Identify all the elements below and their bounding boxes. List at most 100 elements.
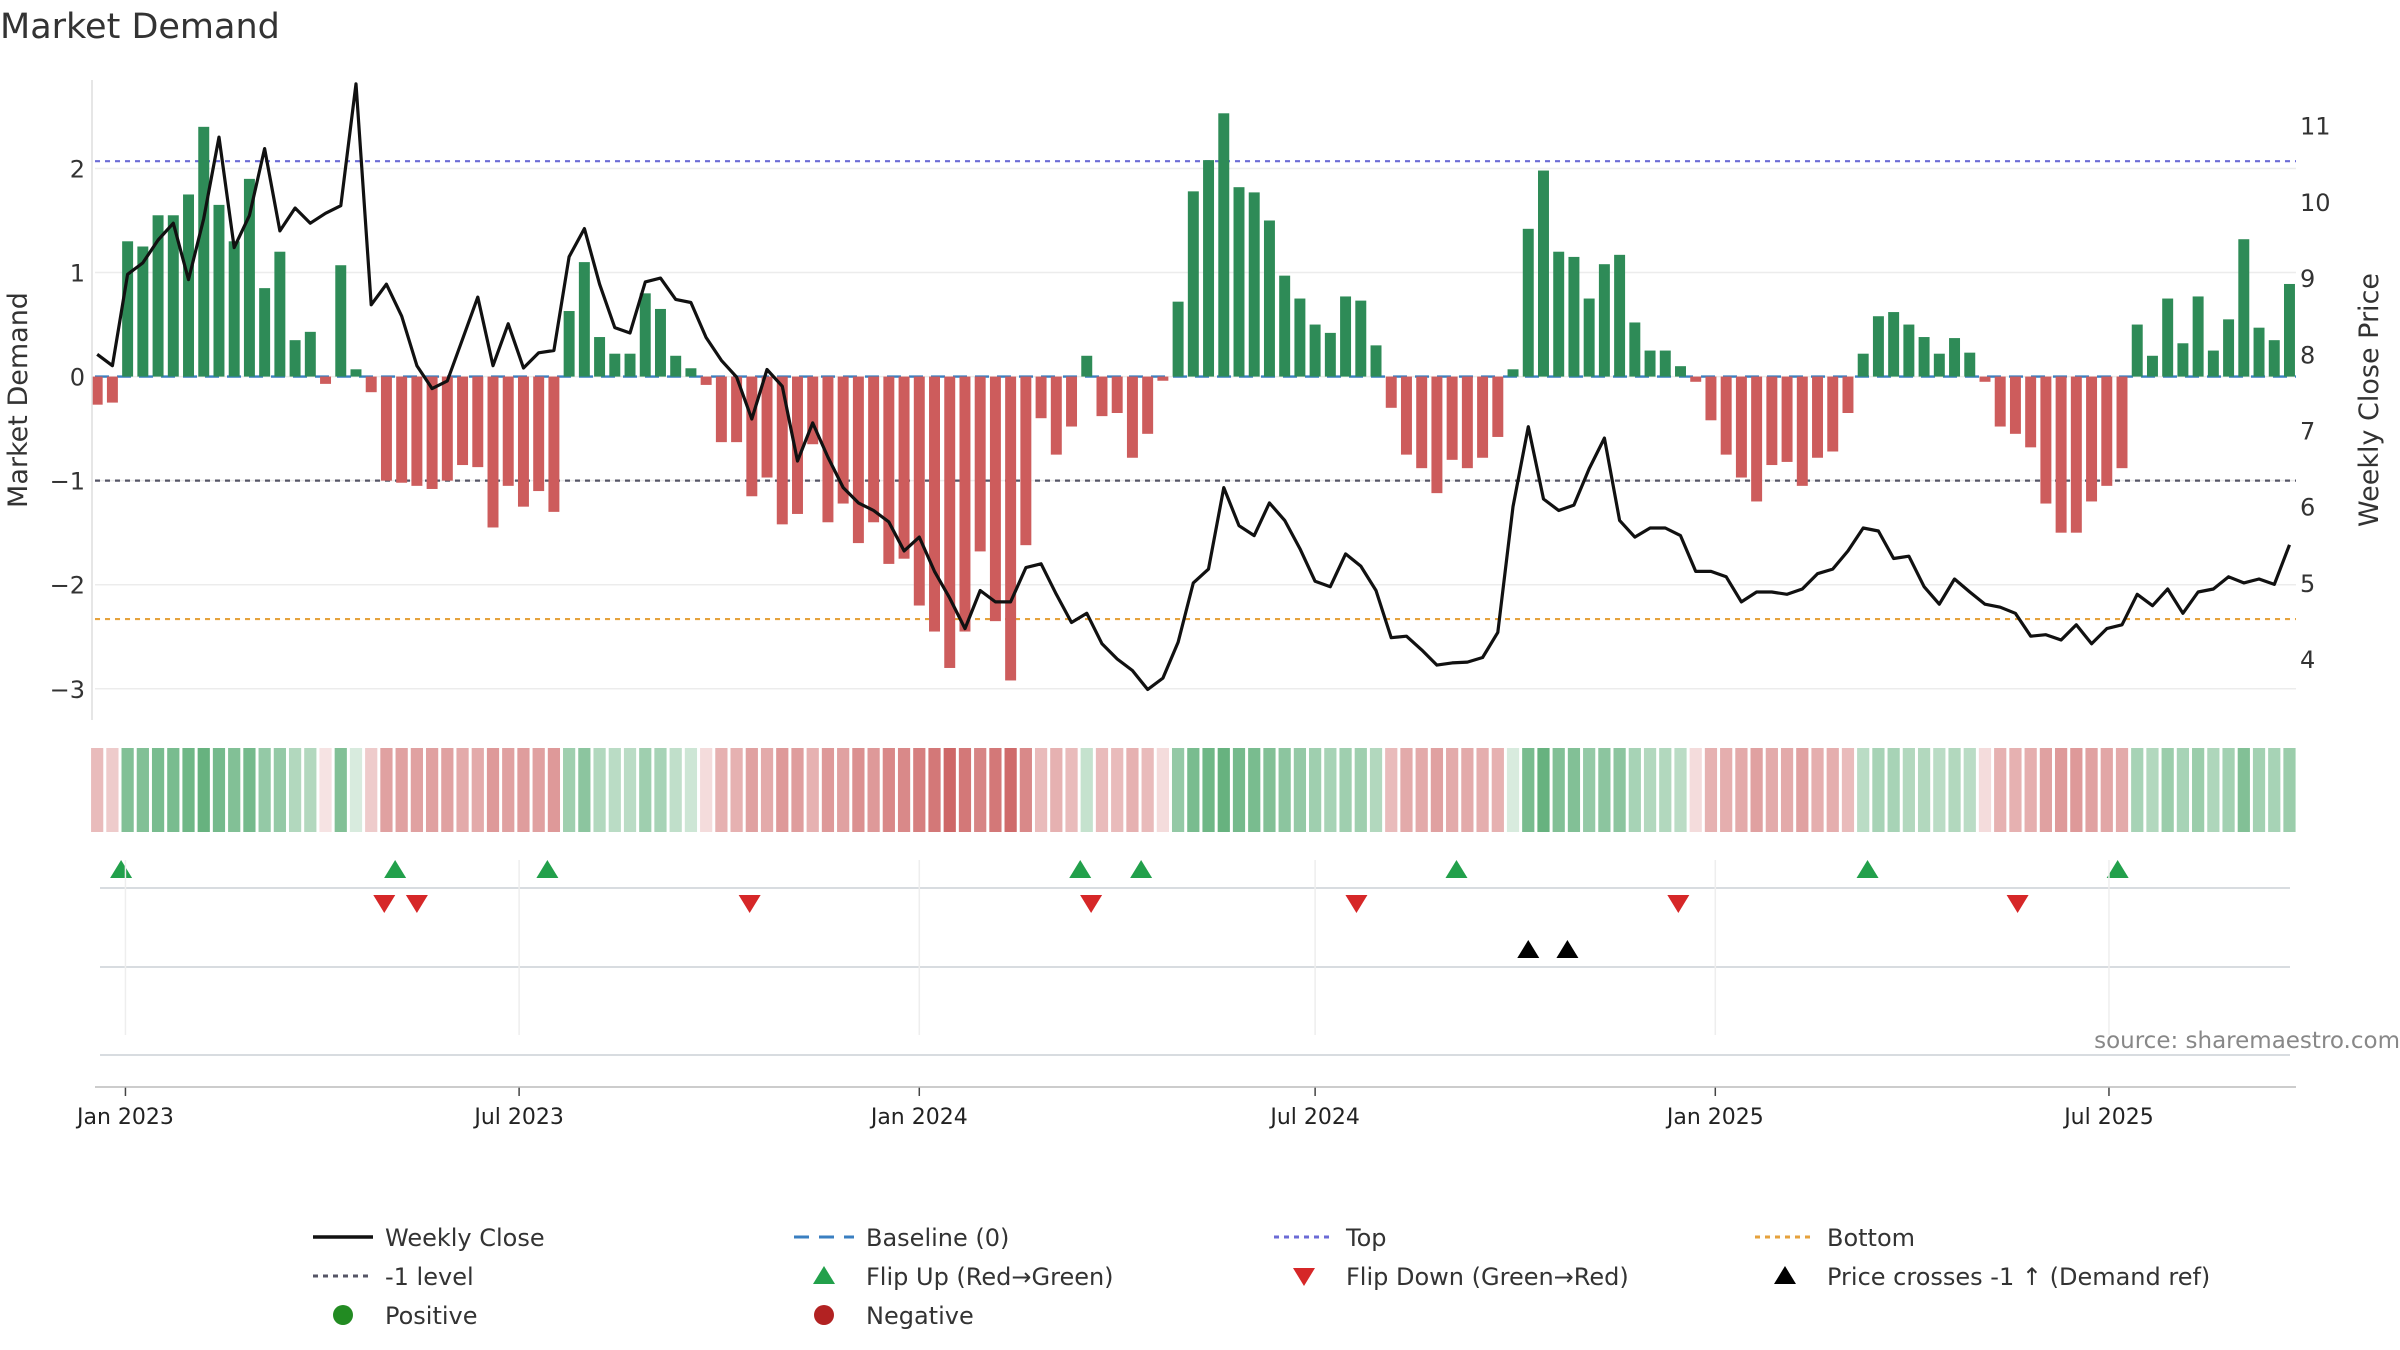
demand-bar (2116, 376, 2128, 469)
strip-cell (1126, 748, 1139, 832)
strip-cell (989, 748, 1002, 832)
demand-bar (974, 376, 986, 552)
strip-cell (684, 748, 698, 832)
strip-cell (1933, 748, 1946, 832)
demand-bar (1248, 192, 1260, 377)
demand-bar (1142, 376, 1154, 434)
demand-bar (1705, 376, 1717, 421)
strip-cell (1354, 748, 1367, 832)
strip-cell (349, 748, 363, 832)
strip-cell (1156, 748, 1169, 832)
legend-label: Weekly Close (385, 1224, 545, 1252)
demand-bar (1583, 298, 1595, 377)
flip-up-marker (1445, 860, 1468, 878)
demand-bar (1918, 337, 1930, 377)
strip-cell (2100, 748, 2113, 832)
strip-cell (2176, 748, 2190, 832)
demand-bar (1050, 376, 1062, 455)
legend-label: Top (1345, 1224, 1387, 1252)
strip-cell (182, 748, 195, 832)
strip-cell (897, 748, 911, 832)
strip-cell (1978, 748, 1992, 832)
demand-bar (2101, 376, 2113, 486)
strip-cell (1369, 748, 1383, 832)
legend-label: Baseline (0) (866, 1224, 1009, 1252)
strip-cell (1232, 748, 1246, 832)
strip-cell (1659, 748, 1672, 832)
x-tick-label: Jul 2025 (2062, 1105, 2154, 1130)
demand-bar (959, 376, 971, 632)
demand-bar (1659, 350, 1671, 377)
price-cross-marker (1517, 940, 1540, 958)
strip-cell (1567, 748, 1581, 832)
demand-bar (1096, 376, 1108, 417)
flip-up-marker (110, 860, 133, 878)
strip-cell (1552, 748, 1565, 832)
legend-item: Positive (333, 1302, 478, 1330)
legend-item: Negative (814, 1302, 974, 1330)
legend: Weekly Close Baseline (0) Top Bottom -1 leve… (313, 1224, 2210, 1330)
y-tick-label: 2 (70, 155, 85, 183)
strip-cell (776, 748, 789, 832)
demand-bar (1796, 376, 1808, 486)
demand-bar (1598, 264, 1610, 377)
strip-cell (380, 748, 393, 832)
strip-cell (151, 748, 165, 832)
demand-bar (1888, 312, 1900, 377)
strip-cell (1841, 748, 1855, 832)
flip-down-marker (405, 895, 428, 913)
strip-cell (304, 748, 317, 832)
demand-bar (304, 331, 316, 377)
strip-cell (136, 748, 149, 832)
strip-cell (1887, 748, 1900, 832)
legend-item: Top (1274, 1224, 1387, 1252)
demand-bar (2283, 283, 2295, 377)
strip-cell (1994, 748, 2007, 832)
chart-title: Market Demand (0, 7, 280, 47)
legend-item: -1 level (313, 1263, 474, 1291)
strip-cell (608, 748, 621, 832)
y2-tick-label: 4 (2300, 646, 2315, 674)
strip-cell (593, 748, 606, 832)
strip-cell (882, 748, 895, 832)
demand-bar (1827, 376, 1839, 452)
strip-cell (1004, 748, 1017, 832)
price-layer (96, 82, 2291, 692)
strip-cell (1248, 748, 1261, 832)
demand-bar (2177, 343, 2189, 377)
y-axis-label: Market Demand (3, 292, 34, 508)
demand-bar (1294, 298, 1306, 377)
strip-cell (1430, 748, 1444, 832)
demand-bar (1446, 376, 1458, 460)
strip-cell (791, 748, 804, 832)
strip-cell (441, 748, 454, 832)
x-tick-label: Jul 2023 (472, 1105, 564, 1130)
flip-down-marker (1667, 895, 1690, 913)
legend-label: -1 level (385, 1263, 474, 1291)
strip-cell (1446, 748, 1459, 832)
legend-swatch (1774, 1266, 1796, 1284)
color-strip (91, 748, 2296, 832)
strip-cell (1111, 748, 1124, 832)
demand-bar (289, 340, 301, 377)
strip-cell (563, 748, 576, 832)
strip-cell (471, 748, 484, 832)
demand-bar (1005, 376, 1017, 681)
demand-bar (533, 376, 545, 492)
demand-bar (259, 288, 271, 377)
demand-bar (1279, 275, 1291, 377)
strip-cell (974, 748, 987, 832)
demand-bar (700, 376, 712, 385)
strip-cell (1476, 748, 1489, 832)
demand-bar (2131, 324, 2143, 377)
x-tick-label: Jan 2023 (75, 1105, 174, 1130)
strip-cell (2131, 748, 2144, 832)
strip-cell (806, 748, 819, 832)
strip-cell (273, 748, 286, 832)
demand-bar (594, 337, 606, 377)
strip-cell (760, 748, 774, 832)
demand-bar (2268, 340, 2280, 377)
strip-cell (700, 748, 713, 832)
y2-tick-label: 10 (2300, 189, 2331, 217)
legend-item: Weekly Close (313, 1224, 545, 1252)
